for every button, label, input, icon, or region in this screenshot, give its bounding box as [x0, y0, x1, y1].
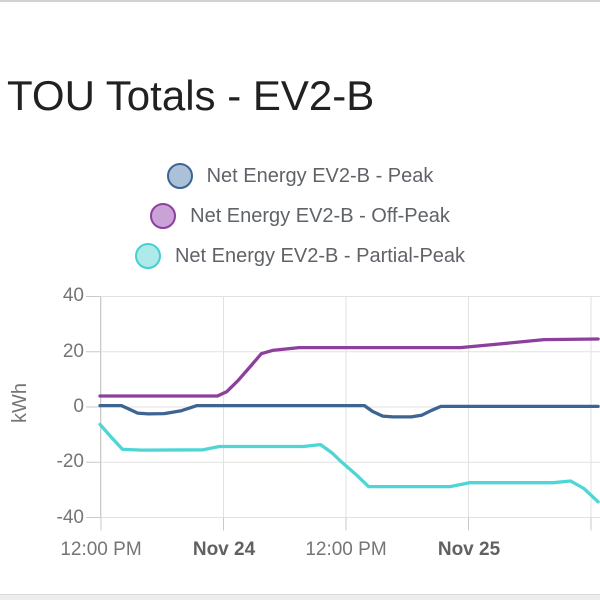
- x-tick-label: Nov 25: [437, 539, 501, 560]
- line-chart-svg: [86, 296, 600, 531]
- y-tick-label: -20: [56, 451, 84, 472]
- x-tick-label: Nov 24: [192, 539, 256, 560]
- series-line: [98, 403, 600, 419]
- series-line: [98, 337, 600, 398]
- legend-item-partial-peak[interactable]: Net Energy EV2-B - Partial-Peak: [134, 236, 466, 276]
- legend-marker-off-peak-icon: [150, 203, 177, 229]
- y-tick-label: 20: [62, 341, 84, 362]
- legend-marker-partial-peak-icon: [134, 243, 161, 269]
- legend-item-peak[interactable]: Net Energy EV2-B - Peak: [166, 156, 434, 196]
- legend-label-peak: Net Energy EV2-B - Peak: [206, 164, 434, 187]
- x-tick-label: 12:00 PM: [60, 539, 142, 560]
- legend-item-off-peak[interactable]: Net Energy EV2-B - Off-Peak: [150, 196, 450, 236]
- series-line: [98, 422, 600, 504]
- y-tick-label: 0: [73, 396, 84, 417]
- y-tick-label: 40: [62, 285, 84, 306]
- line-chart: kWh 40 20 0 -20 -40 12:00 PM Nov 24 12:0…: [0, 280, 600, 600]
- y-tick-label: -40: [56, 507, 84, 528]
- card-bottom-divider: [0, 594, 600, 600]
- legend-label-off-peak: Net Energy EV2-B - Off-Peak: [190, 204, 450, 227]
- card-top-divider: [0, 0, 600, 2]
- chart-title: TOU Totals - EV2-B: [7, 72, 375, 120]
- legend-marker-peak-icon: [166, 163, 193, 189]
- legend-label-partial-peak: Net Energy EV2-B - Partial-Peak: [174, 244, 466, 267]
- x-tick-label: 12:00 PM: [305, 539, 387, 560]
- chart-legend: Net Energy EV2-B - Peak Net Energy EV2-B…: [0, 156, 600, 276]
